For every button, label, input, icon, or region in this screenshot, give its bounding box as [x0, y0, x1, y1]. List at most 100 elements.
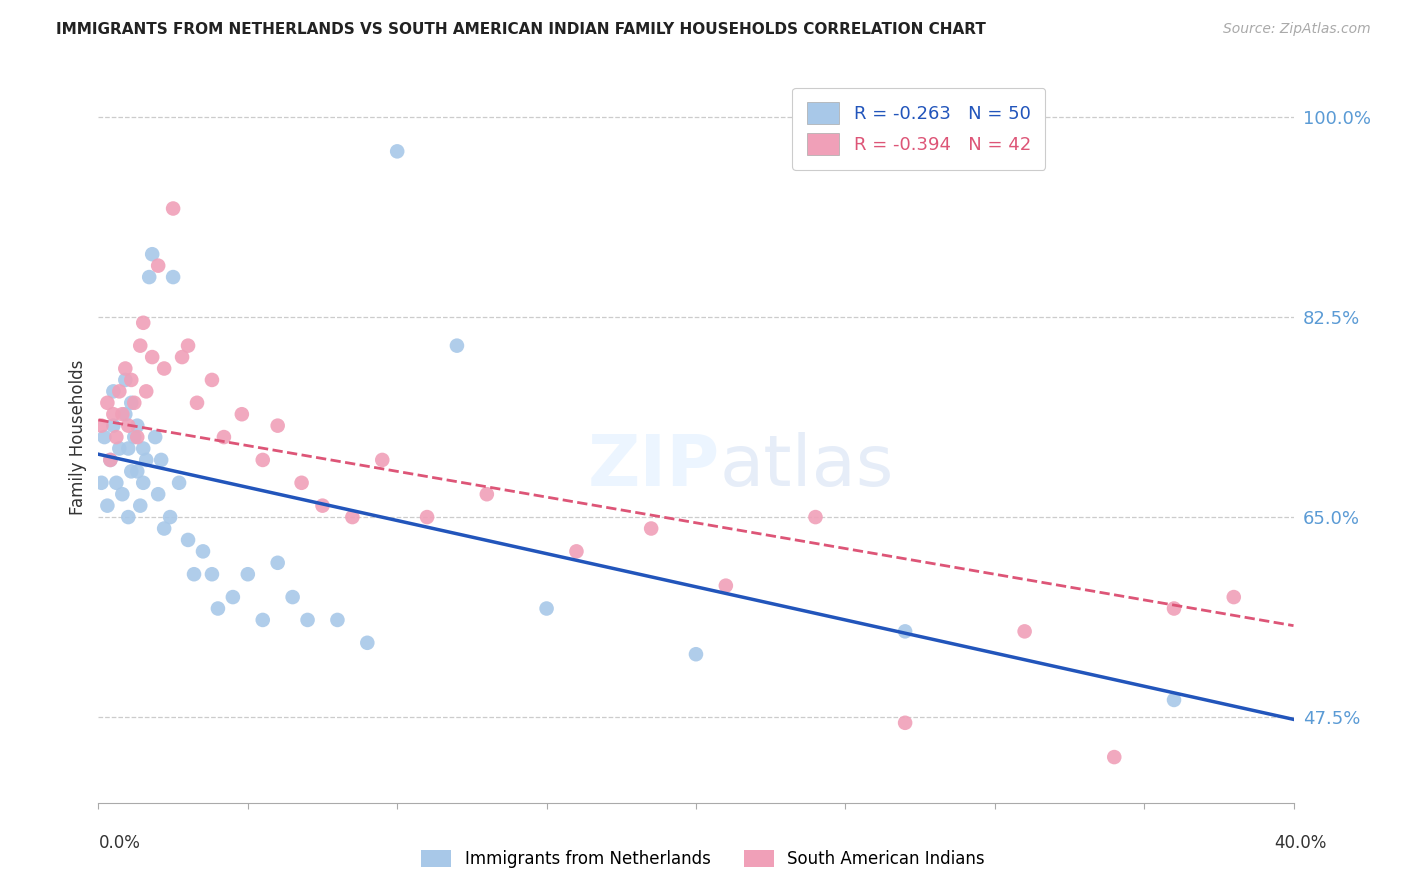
Point [1163, 601, 1185, 615]
Point [267, 556, 290, 570]
Point [114, 373, 136, 387]
Text: 0.0%: 0.0% [98, 834, 141, 852]
Point [894, 624, 917, 639]
Point [162, 270, 184, 285]
Text: Source: ZipAtlas.com: Source: ZipAtlas.com [1223, 22, 1371, 37]
Point [186, 396, 208, 410]
Point [132, 316, 155, 330]
Point [311, 499, 333, 513]
Point [894, 715, 917, 730]
Point [138, 270, 160, 285]
Point [153, 361, 176, 376]
Point [475, 487, 498, 501]
Point [207, 601, 229, 615]
Point [177, 338, 200, 352]
Text: atlas: atlas [720, 432, 894, 500]
Point [252, 613, 274, 627]
Point [201, 373, 224, 387]
Point [90, 418, 112, 433]
Point [252, 453, 274, 467]
Point [135, 453, 157, 467]
Text: ZIP: ZIP [588, 432, 720, 500]
Point [385, 145, 409, 159]
Point [103, 407, 125, 421]
Point [416, 510, 439, 524]
Point [172, 350, 194, 364]
Point [111, 407, 134, 421]
Point [98, 453, 122, 467]
Point [103, 418, 125, 433]
Text: 40.0%: 40.0% [1274, 834, 1327, 852]
Point [640, 521, 662, 535]
Legend: Immigrants from Netherlands, South American Indians: Immigrants from Netherlands, South Ameri… [415, 843, 991, 875]
Point [143, 430, 166, 444]
Point [167, 475, 190, 490]
Legend: R = -0.263   N = 50, R = -0.394   N = 42: R = -0.263 N = 50, R = -0.394 N = 42 [793, 87, 1046, 169]
Point [685, 647, 707, 661]
Point [714, 579, 737, 593]
Y-axis label: Family Households: Family Households [69, 359, 87, 515]
Point [231, 407, 253, 421]
Point [1163, 693, 1185, 707]
Point [124, 430, 146, 444]
Point [159, 510, 181, 524]
Point [291, 475, 314, 490]
Point [132, 442, 155, 456]
Point [222, 590, 245, 604]
Point [108, 384, 131, 399]
Point [127, 464, 149, 478]
Point [191, 544, 214, 558]
Point [1104, 750, 1126, 764]
Point [117, 442, 139, 456]
Point [297, 613, 319, 627]
Point [201, 567, 224, 582]
Point [804, 510, 827, 524]
Point [267, 418, 290, 433]
Point [117, 510, 139, 524]
Point [565, 544, 588, 558]
Point [108, 442, 131, 456]
Point [536, 601, 558, 615]
Point [103, 384, 125, 399]
Point [114, 361, 136, 376]
Point [120, 464, 142, 478]
Point [371, 453, 394, 467]
Point [129, 338, 152, 352]
Point [105, 430, 128, 444]
Point [120, 373, 142, 387]
Point [153, 521, 176, 535]
Point [132, 475, 155, 490]
Point [1014, 624, 1036, 639]
Point [96, 499, 118, 513]
Point [90, 475, 112, 490]
Point [141, 247, 163, 261]
Point [342, 510, 364, 524]
Point [127, 430, 149, 444]
Point [148, 259, 170, 273]
Point [177, 533, 200, 547]
Point [326, 613, 349, 627]
Point [356, 636, 378, 650]
Point [148, 487, 170, 501]
Point [98, 453, 122, 467]
Point [93, 430, 115, 444]
Point [1223, 590, 1246, 604]
Point [150, 453, 173, 467]
Point [212, 430, 235, 444]
Point [96, 396, 118, 410]
Point [183, 567, 205, 582]
Point [120, 396, 142, 410]
Point [129, 499, 152, 513]
Point [236, 567, 259, 582]
Point [114, 407, 136, 421]
Point [141, 350, 163, 364]
Text: IMMIGRANTS FROM NETHERLANDS VS SOUTH AMERICAN INDIAN FAMILY HOUSEHOLDS CORRELATI: IMMIGRANTS FROM NETHERLANDS VS SOUTH AME… [56, 22, 986, 37]
Point [127, 418, 149, 433]
Point [111, 487, 134, 501]
Point [135, 384, 157, 399]
Point [162, 202, 184, 216]
Point [124, 396, 146, 410]
Point [281, 590, 304, 604]
Point [117, 418, 139, 433]
Point [105, 475, 128, 490]
